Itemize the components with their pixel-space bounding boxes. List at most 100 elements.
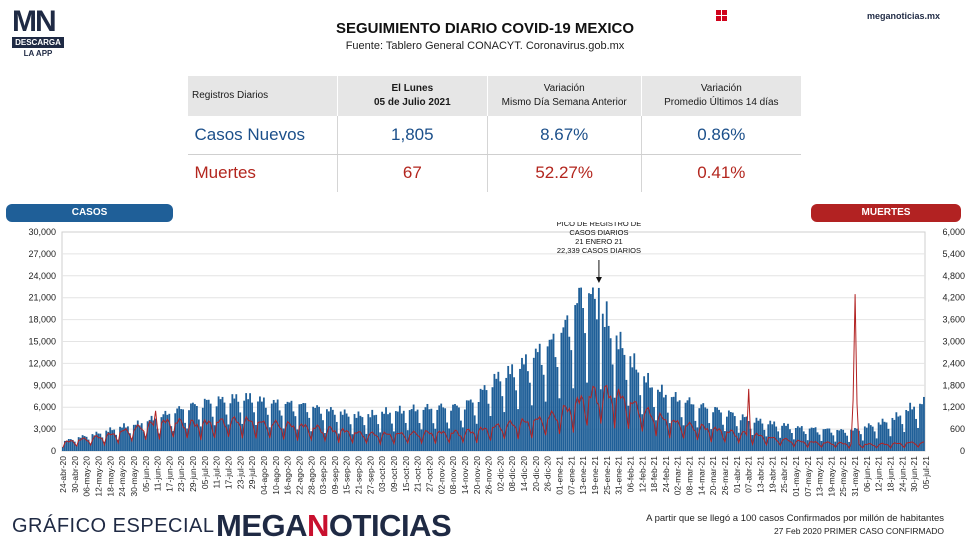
- case-bar: [373, 415, 376, 451]
- case-bar: [367, 414, 370, 451]
- case-bar: [194, 404, 196, 451]
- case-bar: [497, 371, 500, 451]
- right-tick-label: 3,000: [942, 337, 965, 347]
- footer-note-1: A partir que se llegó a 100 casos Confir…: [646, 513, 944, 524]
- case-bar: [180, 409, 183, 451]
- case-bar: [205, 399, 208, 451]
- header-date-line2: 05 de Julio 2021: [373, 97, 451, 108]
- case-bar: [905, 409, 908, 451]
- case-bar: [316, 405, 318, 451]
- table-row-casos: Casos Nuevos 1,805 8.67% 0.86%: [187, 116, 801, 155]
- case-bar: [909, 402, 912, 451]
- case-bar: [282, 428, 285, 451]
- header-date: El Lunes 05 de Julio 2021: [336, 76, 488, 116]
- case-bar: [172, 430, 175, 451]
- case-bar: [867, 423, 870, 451]
- case-bar: [523, 364, 525, 451]
- case-bar: [85, 436, 88, 451]
- case-bar: [844, 432, 847, 451]
- case-bar: [792, 439, 795, 451]
- case-bar: [207, 399, 210, 451]
- case-bar: [247, 399, 250, 451]
- case-bar: [505, 377, 508, 451]
- footer-note-2: 27 Feb 2020 PRIMER CASO CONFIRMADO: [773, 526, 944, 536]
- case-bar: [773, 421, 776, 451]
- brand-part-a: MEGA: [216, 508, 308, 543]
- case-bar: [408, 410, 411, 451]
- case-bar: [152, 420, 155, 451]
- case-bar: [483, 385, 486, 451]
- x-tick-label: 02-mar-21: [673, 456, 683, 495]
- case-bar: [215, 406, 218, 451]
- x-tick-label: 02-dic-20: [495, 456, 505, 492]
- case-bar: [659, 391, 661, 451]
- x-tick-label: 24-jun-21: [897, 456, 907, 492]
- case-bar: [781, 425, 783, 451]
- case-bar: [452, 404, 454, 451]
- legend-muertes: MUERTES: [811, 204, 961, 222]
- row-label: Casos Nuevos: [187, 116, 338, 155]
- case-bar: [487, 403, 490, 451]
- case-bar: [69, 439, 72, 451]
- case-bar: [639, 395, 642, 451]
- case-bar: [79, 437, 82, 451]
- x-tick-label: 20-mar-21: [708, 456, 718, 495]
- case-bar: [117, 439, 119, 451]
- case-bar: [280, 415, 283, 451]
- case-bar: [465, 400, 468, 451]
- case-bar: [140, 423, 143, 451]
- case-bar: [223, 402, 226, 451]
- case-bar: [552, 333, 555, 451]
- case-bar: [394, 411, 397, 451]
- x-tick-label: 10-ago-20: [271, 456, 281, 495]
- case-bar: [393, 431, 395, 451]
- case-bar: [568, 336, 571, 451]
- case-bar: [869, 425, 872, 451]
- case-bar: [264, 407, 267, 451]
- case-bar: [71, 439, 74, 451]
- case-bar: [379, 432, 382, 451]
- grid-icon[interactable]: [716, 10, 727, 21]
- left-tick-label: 24,000: [28, 271, 56, 281]
- case-bar: [442, 407, 445, 451]
- case-bar: [414, 411, 417, 451]
- case-bar: [521, 357, 523, 451]
- case-bar: [396, 411, 399, 451]
- covid-chart: 30,000 6,000 27,000 5,400 24,000 4,800 21,000 4…: [28, 222, 965, 497]
- mn-logo[interactable]: MN DESCARGA LA APP: [12, 7, 64, 58]
- case-bar: [454, 404, 456, 451]
- case-bar: [554, 357, 557, 451]
- case-bar: [832, 435, 835, 451]
- case-bar: [142, 431, 145, 451]
- case-bar: [576, 303, 579, 451]
- case-bar: [818, 434, 821, 451]
- case-bar: [846, 435, 848, 451]
- case-bar: [87, 439, 90, 451]
- row-value: 67: [336, 154, 488, 192]
- left-tick-label: 9,000: [33, 380, 56, 390]
- case-bar: [158, 433, 161, 451]
- site-link[interactable]: meganoticias.mx: [866, 11, 940, 21]
- case-bar: [477, 402, 480, 451]
- case-bar: [115, 434, 118, 451]
- case-bar: [879, 424, 882, 451]
- x-tick-label: 01-may-21: [791, 456, 801, 497]
- case-bar: [136, 420, 139, 451]
- header-var-week-line2: Mismo Día Semana Anterior: [501, 97, 627, 108]
- case-bar: [499, 381, 502, 451]
- case-bar: [369, 417, 372, 451]
- case-bar: [381, 411, 383, 451]
- case-bar: [461, 427, 464, 451]
- case-bar: [430, 408, 433, 451]
- x-tick-label: 15-sep-20: [342, 456, 352, 495]
- case-bar: [233, 398, 236, 451]
- case-bar: [192, 402, 194, 451]
- x-tick-label: 07-ene-21: [566, 456, 576, 495]
- case-bar: [631, 367, 634, 451]
- case-bar: [262, 397, 265, 451]
- x-tick-label: 25-abr-21: [779, 456, 789, 493]
- case-bar: [434, 428, 437, 451]
- case-bar: [501, 396, 504, 451]
- case-bar: [306, 412, 309, 451]
- x-tick-label: 11-jun-20: [153, 456, 163, 492]
